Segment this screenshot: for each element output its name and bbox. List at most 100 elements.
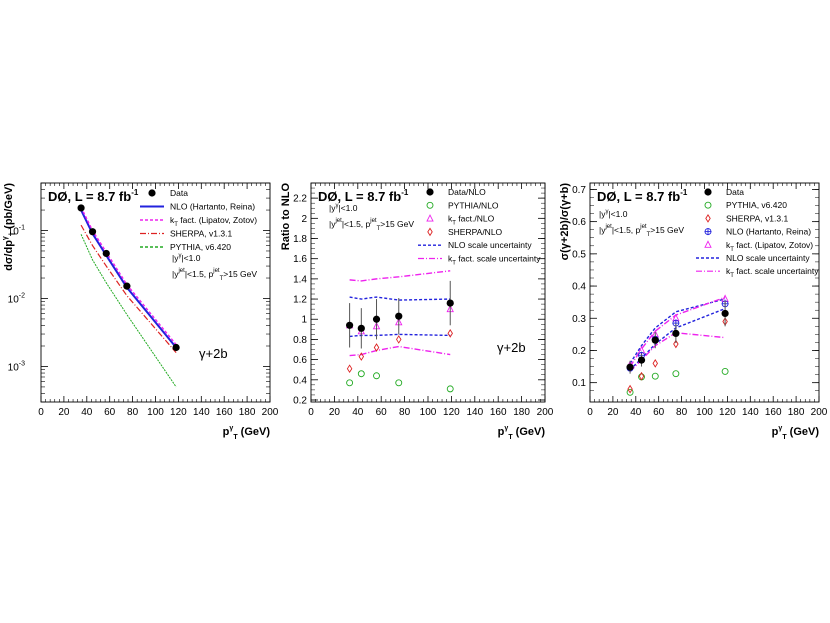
x-tick-label: 20 bbox=[58, 407, 70, 418]
legend-marker bbox=[704, 228, 712, 236]
legend-label: NLO scale uncertainty bbox=[448, 240, 532, 250]
legend-marker bbox=[705, 214, 711, 223]
legend-entry: PYTHIA, v6.420 bbox=[704, 200, 787, 210]
legend-marker bbox=[704, 188, 712, 196]
legend-entry: PYTHIA, v6.420 bbox=[140, 242, 231, 252]
x-axis-label: pγT (GeV) bbox=[223, 425, 271, 441]
panel-left: 0 20 40 60 80 100 120 140 160 180 200 10-1 10-2 10-3 p… bbox=[2, 182, 279, 441]
x-tick-label: 0 bbox=[587, 407, 593, 418]
cut-rapidity-jet: |yjet|<1.5, pjetT>15 GeV bbox=[329, 218, 414, 232]
legend-label: kT fact. scale uncertainty bbox=[448, 254, 541, 267]
model-point bbox=[626, 388, 634, 396]
legend-entry: SHERPA, v1.3.1 bbox=[140, 229, 232, 239]
data-point bbox=[395, 312, 403, 320]
x-tick-label: 180 bbox=[513, 407, 530, 418]
y-tick-label: 0.4 bbox=[293, 375, 307, 386]
legend-label: Data bbox=[170, 188, 188, 198]
x-tick-label: 140 bbox=[193, 407, 210, 418]
legend-marker bbox=[426, 201, 434, 209]
model-point bbox=[346, 379, 354, 387]
x-tick-label: 160 bbox=[765, 407, 782, 418]
x-tick-label: 140 bbox=[466, 407, 483, 418]
legend-entry: NLO scale uncertainty bbox=[418, 240, 532, 250]
legend-marker bbox=[427, 227, 433, 237]
x-tick-label: 120 bbox=[170, 407, 187, 418]
band-line bbox=[629, 298, 726, 364]
legend-entry: kT fact. (Lipatov, Zotov) bbox=[704, 240, 813, 253]
x-axis-label: pγT (GeV) bbox=[772, 425, 820, 441]
legend-entry: PYTHIA/NLO bbox=[426, 200, 499, 210]
x-tick-label: 20 bbox=[607, 407, 619, 418]
legend-marker bbox=[426, 188, 434, 196]
legend-entry: Data bbox=[704, 187, 744, 197]
legend-label: kT fact. (Lipatov, Zotov) bbox=[170, 215, 257, 228]
process-annotation: γ+2b bbox=[199, 346, 228, 361]
cut-rapidity-jet: |yjet|<1.5, pjetT>15 GeV bbox=[599, 224, 684, 238]
data-point bbox=[446, 299, 454, 307]
x-tick-label: 40 bbox=[352, 407, 364, 418]
legend-label: Data/NLO bbox=[448, 187, 486, 197]
data-point bbox=[651, 336, 659, 344]
y-tick-label: 10-1 bbox=[8, 225, 25, 238]
legend-entry: NLO (Hartanto, Reina) bbox=[704, 227, 811, 237]
legend-label: PYTHIA/NLO bbox=[448, 200, 499, 210]
band-line bbox=[349, 296, 451, 301]
y-tick-label: 2.2 bbox=[293, 194, 307, 205]
experiment-header: DØ, L = 8.7 fb-1 bbox=[597, 188, 688, 204]
y-tick-label: 1.8 bbox=[293, 234, 307, 245]
legend-label: NLO (Hartanto, Reina) bbox=[726, 227, 811, 237]
band-line bbox=[349, 345, 451, 357]
x-tick-label: 160 bbox=[490, 407, 507, 418]
y-tick-label: 0.1 bbox=[572, 378, 586, 389]
y-tick-label: 0.6 bbox=[293, 355, 307, 366]
data-point bbox=[672, 329, 680, 338]
y-tick-label: 0.3 bbox=[572, 314, 586, 325]
model-point bbox=[346, 364, 353, 374]
legend-label: PYTHIA, v6.420 bbox=[170, 242, 231, 252]
y-tick-label: 0.7 bbox=[572, 185, 586, 196]
x-tick-label: 180 bbox=[239, 407, 256, 418]
model-point bbox=[373, 372, 380, 380]
y-tick-label: 0.2 bbox=[293, 395, 307, 406]
cut-rapidity-jet: |yjet|<1.5, pjetT>15 GeV bbox=[172, 268, 257, 282]
data-point bbox=[637, 356, 646, 364]
x-axis-label: pγT (GeV) bbox=[498, 425, 546, 441]
legend-entry: kT fact. (Lipatov, Zotov) bbox=[140, 215, 257, 228]
y-axis-label: σ(γ+2b)/σ(γ+b) bbox=[559, 183, 571, 261]
data-point bbox=[357, 324, 365, 332]
y-tick-label: 0.5 bbox=[572, 249, 586, 260]
y-tick-label: 0.6 bbox=[572, 217, 586, 228]
x-tick-label: 20 bbox=[329, 407, 341, 418]
x-tick-label: 120 bbox=[443, 407, 460, 418]
y-axis-label: Ratio to NLO bbox=[280, 183, 292, 251]
series-line bbox=[80, 234, 177, 388]
legend-entry: kT fact. scale uncertainty bbox=[418, 254, 541, 267]
legend-entry: NLO scale uncertainty bbox=[696, 253, 810, 263]
band-line bbox=[349, 333, 451, 338]
series-line bbox=[80, 206, 177, 346]
x-tick-label: 160 bbox=[216, 407, 233, 418]
data-point bbox=[88, 228, 97, 236]
y-tick-label: 1 bbox=[301, 315, 307, 326]
panel-middle: 0 20 40 60 80 100 120 140 160 180 200 0.2 0.4 0.6 0.8 1… bbox=[280, 182, 554, 441]
x-tick-label: 60 bbox=[653, 407, 665, 418]
model-point bbox=[446, 385, 454, 393]
x-tick-label: 100 bbox=[420, 407, 437, 418]
legend-label: kT fact. (Lipatov, Zotov) bbox=[726, 240, 813, 253]
y-tick-label: 1.6 bbox=[293, 254, 307, 265]
model-point bbox=[357, 370, 365, 378]
legend-entry: NLO (Hartanto, Reina) bbox=[140, 202, 255, 212]
legend-entry: Data/NLO bbox=[426, 187, 486, 197]
model-point bbox=[396, 335, 402, 344]
data-point bbox=[77, 204, 85, 212]
data-point bbox=[123, 282, 131, 290]
model-point bbox=[627, 384, 633, 394]
model-point bbox=[652, 359, 658, 368]
data-point bbox=[102, 249, 110, 258]
legend-entry: kT fact./NLO bbox=[426, 214, 495, 227]
y-tick-label: 0.4 bbox=[572, 282, 586, 293]
legend-entry: SHERPA, v1.3.1 bbox=[705, 213, 788, 223]
data-point bbox=[721, 309, 729, 318]
legend-entry: SHERPA/NLO bbox=[427, 227, 503, 237]
legend-label: PYTHIA, v6.420 bbox=[726, 200, 787, 210]
